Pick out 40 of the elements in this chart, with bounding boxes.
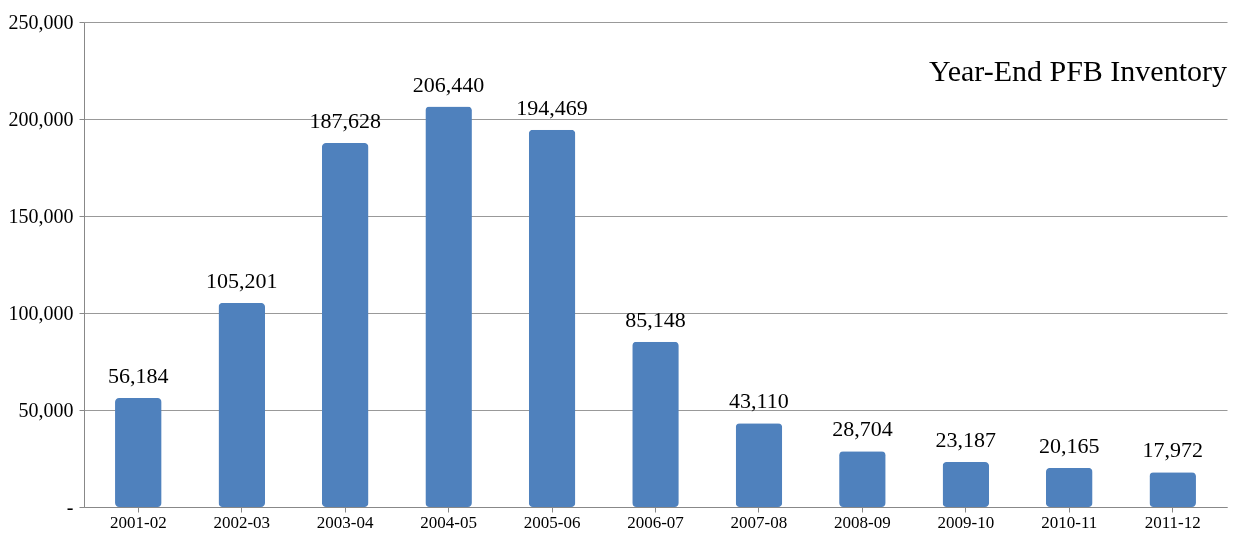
x-tick-label: 2009-10 [937, 512, 995, 532]
y-tick-label: 100,000 [8, 301, 74, 324]
bar [942, 462, 990, 507]
data-label: 187,628 [309, 108, 381, 133]
text: Year-End PFB Inventory [928, 54, 1227, 87]
bar [1045, 467, 1093, 507]
x-tick-label: 2003-04 [316, 512, 375, 532]
bar [115, 398, 162, 507]
data-label: 105,201 [205, 267, 278, 293]
data-label: 17,972 [1142, 437, 1203, 463]
data-label: 56,184 [108, 363, 169, 388]
data-label: 194,469 [516, 94, 588, 120]
data-label: 20,165 [1039, 432, 1100, 458]
data-label: 23,187 [935, 427, 997, 453]
y-tick-label: - [66, 495, 74, 518]
bar [632, 341, 679, 507]
x-tick-label: 2008-09 [834, 512, 891, 532]
bar [1149, 472, 1196, 507]
data-label: 85,148 [625, 306, 686, 332]
bar [321, 143, 369, 507]
y-tick-label: 250,000 [8, 10, 74, 33]
x-tick-label: 2011-12 [1144, 512, 1201, 532]
x-tick-label: 2001-02 [109, 512, 167, 532]
bar [528, 129, 576, 507]
bar [735, 423, 783, 507]
bar [839, 451, 886, 507]
data-label: 43,110 [729, 388, 789, 414]
x-tick-label: 2005-06 [523, 512, 581, 532]
y-tick-label: 200,000 [8, 107, 74, 130]
x-tick-label: 2007-08 [730, 512, 788, 532]
x-tick-label: 2004-05 [420, 512, 477, 532]
x-tick-label: 2010-11 [1041, 512, 1098, 532]
y-tick-label: 50,000 [18, 398, 74, 421]
data-label: 206,440 [412, 71, 485, 97]
y-tick-label: 150,000 [8, 204, 74, 227]
data-label: 28,704 [832, 416, 893, 442]
bar [425, 106, 472, 507]
bar [218, 302, 266, 507]
x-tick-label: 2006-07 [627, 512, 685, 532]
x-tick-label: 2002-03 [213, 512, 271, 532]
